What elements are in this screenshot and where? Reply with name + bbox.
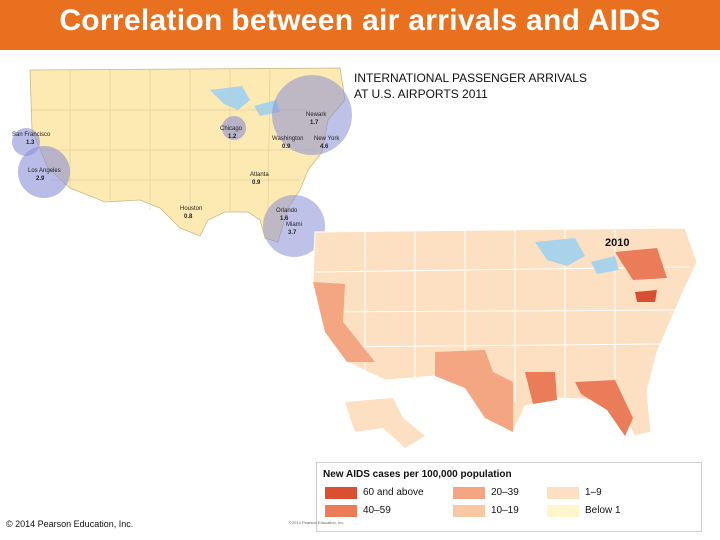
legend-label-40-59: 40–59 — [363, 505, 391, 516]
airport-label-houston: Houston — [180, 206, 202, 212]
state-california — [313, 282, 375, 362]
map-year: 2010 — [605, 237, 629, 249]
airport-label-los-angeles: Los Angeles — [28, 168, 61, 174]
airport-value-los-angeles: 2.9 — [36, 176, 45, 182]
airport-value-san-francisco: 1.3 — [26, 140, 35, 146]
airport-value-houston: 0.8 — [184, 214, 193, 220]
legend-swatch-1-9 — [547, 487, 579, 499]
airport-value-newark: 1.7 — [310, 120, 319, 126]
airport-label-newark: Newark — [306, 112, 327, 118]
airport-value-miami: 3.7 — [288, 230, 297, 236]
airport-label-orlando: Orlando — [276, 208, 298, 214]
state-florida — [575, 380, 633, 436]
legend-swatch-10-19 — [453, 505, 485, 517]
aids-legend: New AIDS cases per 100,000 population 60… — [316, 462, 702, 532]
legend-swatch-40-59 — [325, 505, 357, 517]
airport-value-new-york: 4.6 — [320, 144, 329, 150]
great-lakes-2010 — [535, 238, 619, 274]
title-bar: Correlation between air arrivals and AID… — [0, 0, 720, 50]
legend-title: New AIDS cases per 100,000 population — [323, 469, 512, 480]
airport-label-san-francisco: San Francisco — [12, 132, 51, 138]
arrivals-map-label: INTERNATIONAL PASSENGER ARRIVALS AT U.S.… — [354, 71, 587, 101]
figure-credit: ©2014 Pearson Education, Inc. — [289, 520, 345, 525]
state-louisiana — [525, 372, 557, 404]
airport-label-atlanta: Atlanta — [250, 172, 269, 178]
state-new-york — [615, 248, 667, 280]
legend-swatch-60-and-above — [325, 487, 357, 499]
bubble-chicago — [222, 116, 246, 140]
legend-label-60-and-above: 60 and above — [363, 487, 424, 498]
bubble-miami — [263, 195, 325, 257]
legend-label-20-39: 20–39 — [491, 487, 519, 498]
legend-swatch-20-39 — [453, 487, 485, 499]
state-lines — [30, 69, 315, 220]
airport-label-miami: Miami — [286, 222, 302, 228]
airport-label-washington: Washington — [272, 136, 303, 142]
legend-label-10-19: 10–19 — [491, 505, 519, 516]
copyright-notice: © 2014 Pearson Education, Inc. — [6, 519, 134, 529]
state-texas — [435, 350, 513, 432]
airport-label-new-york: New York — [314, 136, 340, 142]
aids-map: 2010 — [312, 227, 698, 448]
legend-label-1-9: 1–9 — [585, 487, 602, 498]
airport-value-chicago: 1.2 — [228, 134, 237, 140]
airport-value-orlando: 1.6 — [280, 216, 289, 222]
arrivals-map: San Francisco 1.3 Los Angeles 2.9 Chicag… — [12, 67, 352, 257]
bubble-los-angeles — [18, 146, 70, 198]
airport-value-washington: 0.9 — [282, 144, 291, 150]
state-maryland — [635, 290, 657, 302]
airport-label-chicago: Chicago — [220, 126, 243, 132]
state-alaska — [345, 398, 425, 448]
legend-label-below-1: Below 1 — [585, 505, 621, 516]
great-lakes — [210, 86, 280, 116]
legend-swatch-below-1 — [547, 505, 579, 517]
airport-value-atlanta: 0.9 — [252, 180, 261, 186]
slide-title: Correlation between air arrivals and AID… — [59, 4, 661, 37]
bubble-new-york — [272, 75, 352, 155]
